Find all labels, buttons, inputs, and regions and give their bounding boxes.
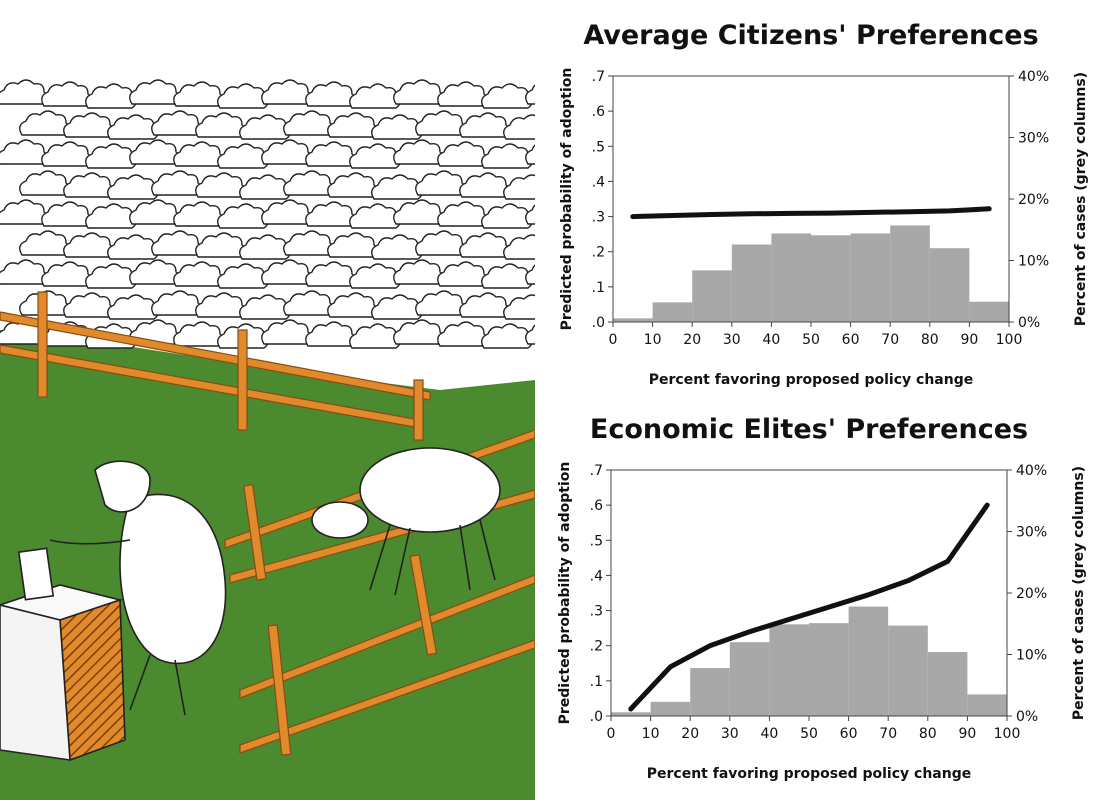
y-right-tick-label: 30% [1018, 131, 1049, 147]
x-tick-label: 10 [644, 332, 662, 348]
x-tick-label: 100 [996, 332, 1023, 348]
sheep-wool [525, 144, 535, 165]
histogram-bar [927, 652, 968, 716]
x-tick-label: 50 [802, 332, 820, 348]
x-tick-label: 50 [800, 726, 818, 742]
sheep-wool [525, 324, 535, 345]
ballot-paper [17, 547, 55, 601]
x-axis-label: Percent favoring proposed policy change [649, 372, 973, 388]
histogram-bar [611, 712, 651, 716]
x-tick-label: 90 [958, 726, 976, 742]
y-left-tick-label: .3 [590, 604, 603, 620]
histogram-bar [929, 248, 970, 322]
histogram-bar [890, 225, 930, 322]
x-tick-label: 80 [919, 726, 937, 742]
y-left-tick-label: .1 [592, 280, 605, 296]
histogram-bar [771, 233, 811, 322]
y-right-tick-label: 10% [1016, 648, 1047, 664]
histogram-bar [650, 701, 691, 716]
histogram-bar [690, 668, 730, 716]
y-left-tick-label: .4 [590, 568, 603, 584]
y-left-tick-label: .6 [590, 498, 603, 514]
y-left-tick-label: .3 [592, 210, 605, 226]
y-right-tick-label: 40% [1016, 463, 1047, 479]
sheep-wool [525, 204, 535, 225]
x-tick-label: 70 [879, 726, 897, 742]
x-tick-label: 0 [607, 726, 616, 742]
chart-title: Average Citizens' Preferences [583, 20, 1038, 51]
sheep-wool [503, 114, 535, 140]
x-tick-label: 80 [921, 332, 939, 348]
histogram-bar [888, 625, 928, 716]
sheep-wool [525, 264, 535, 285]
y-left-tick-label: .0 [592, 315, 605, 331]
fence-back [0, 291, 431, 441]
x-tick-label: 10 [642, 726, 660, 742]
x-tick-label: 90 [960, 332, 978, 348]
y-right-tick-label: 10% [1018, 254, 1049, 270]
histogram-bar [769, 624, 809, 716]
histogram-bar [809, 623, 849, 716]
sheep-flock [0, 79, 535, 349]
y-right-tick-label: 0% [1016, 709, 1038, 725]
histogram-bar [729, 642, 770, 716]
y-right-tick-label: 20% [1018, 192, 1049, 208]
histogram-bar [969, 301, 1009, 322]
chart-average-citizens: Average Citizens' Preferences 0 10 20 30 40 50… [559, 20, 1089, 388]
y-right-axis-label: Percent of cases (grey columns) [1071, 466, 1087, 720]
y-left-axis-label: Predicted probability of adoption [559, 68, 575, 331]
y-left-tick-label: .2 [590, 639, 603, 655]
walking-sheep [311, 447, 501, 596]
y-left-axis-label: Predicted probability of adoption [557, 462, 573, 725]
ballot-box [0, 547, 126, 762]
x-tick-label: 20 [681, 726, 699, 742]
x-tick-label: 100 [994, 726, 1021, 742]
y-left-tick-label: .7 [590, 463, 603, 479]
sheep-wool [525, 84, 535, 105]
x-tick-label: 40 [760, 726, 778, 742]
chart-economic-elites: Economic Elites' Preferences 0 10 20 30 40 50 6… [557, 414, 1087, 782]
x-tick-label: 70 [881, 332, 899, 348]
histogram-bar [731, 244, 772, 322]
x-tick-label: 60 [842, 332, 860, 348]
sheep-wool [503, 174, 535, 200]
sheep-wool [503, 294, 535, 320]
probability-line [630, 206, 992, 220]
y-right-tick-label: 0% [1018, 315, 1040, 331]
voting-sheep [49, 460, 227, 716]
histogram-bar [613, 318, 653, 322]
y-left-tick-label: .5 [590, 533, 603, 549]
y-left-tick-label: .1 [590, 674, 603, 690]
y-right-tick-label: 30% [1016, 525, 1047, 541]
histogram-bar [967, 694, 1007, 716]
y-left-tick-label: .7 [592, 69, 605, 85]
x-tick-label: 60 [840, 726, 858, 742]
x-tick-label: 20 [683, 332, 701, 348]
y-left-tick-label: .5 [592, 139, 605, 155]
y-left-tick-label: .4 [592, 174, 605, 190]
x-axis-label: Percent favoring proposed policy change [647, 766, 971, 782]
y-right-tick-label: 40% [1018, 69, 1049, 85]
sheep-wool [503, 234, 535, 260]
histogram-bar [692, 270, 732, 322]
chart-title: Economic Elites' Preferences [590, 414, 1028, 445]
y-left-tick-label: .0 [590, 709, 603, 725]
sheep-voting-cartoon [0, 0, 535, 800]
y-left-tick-label: .6 [592, 104, 605, 120]
x-tick-label: 40 [762, 332, 780, 348]
y-right-axis-label: Percent of cases (grey columns) [1073, 72, 1089, 326]
x-tick-label: 30 [723, 332, 741, 348]
histogram-bar [850, 233, 891, 322]
x-tick-label: 30 [721, 726, 739, 742]
histogram-bar [848, 606, 889, 716]
histogram-bar [811, 235, 851, 322]
probability-line [628, 502, 990, 712]
x-tick-label: 0 [609, 332, 618, 348]
histogram-bar [652, 302, 693, 322]
y-left-tick-label: .2 [592, 245, 605, 261]
y-right-tick-label: 20% [1016, 586, 1047, 602]
